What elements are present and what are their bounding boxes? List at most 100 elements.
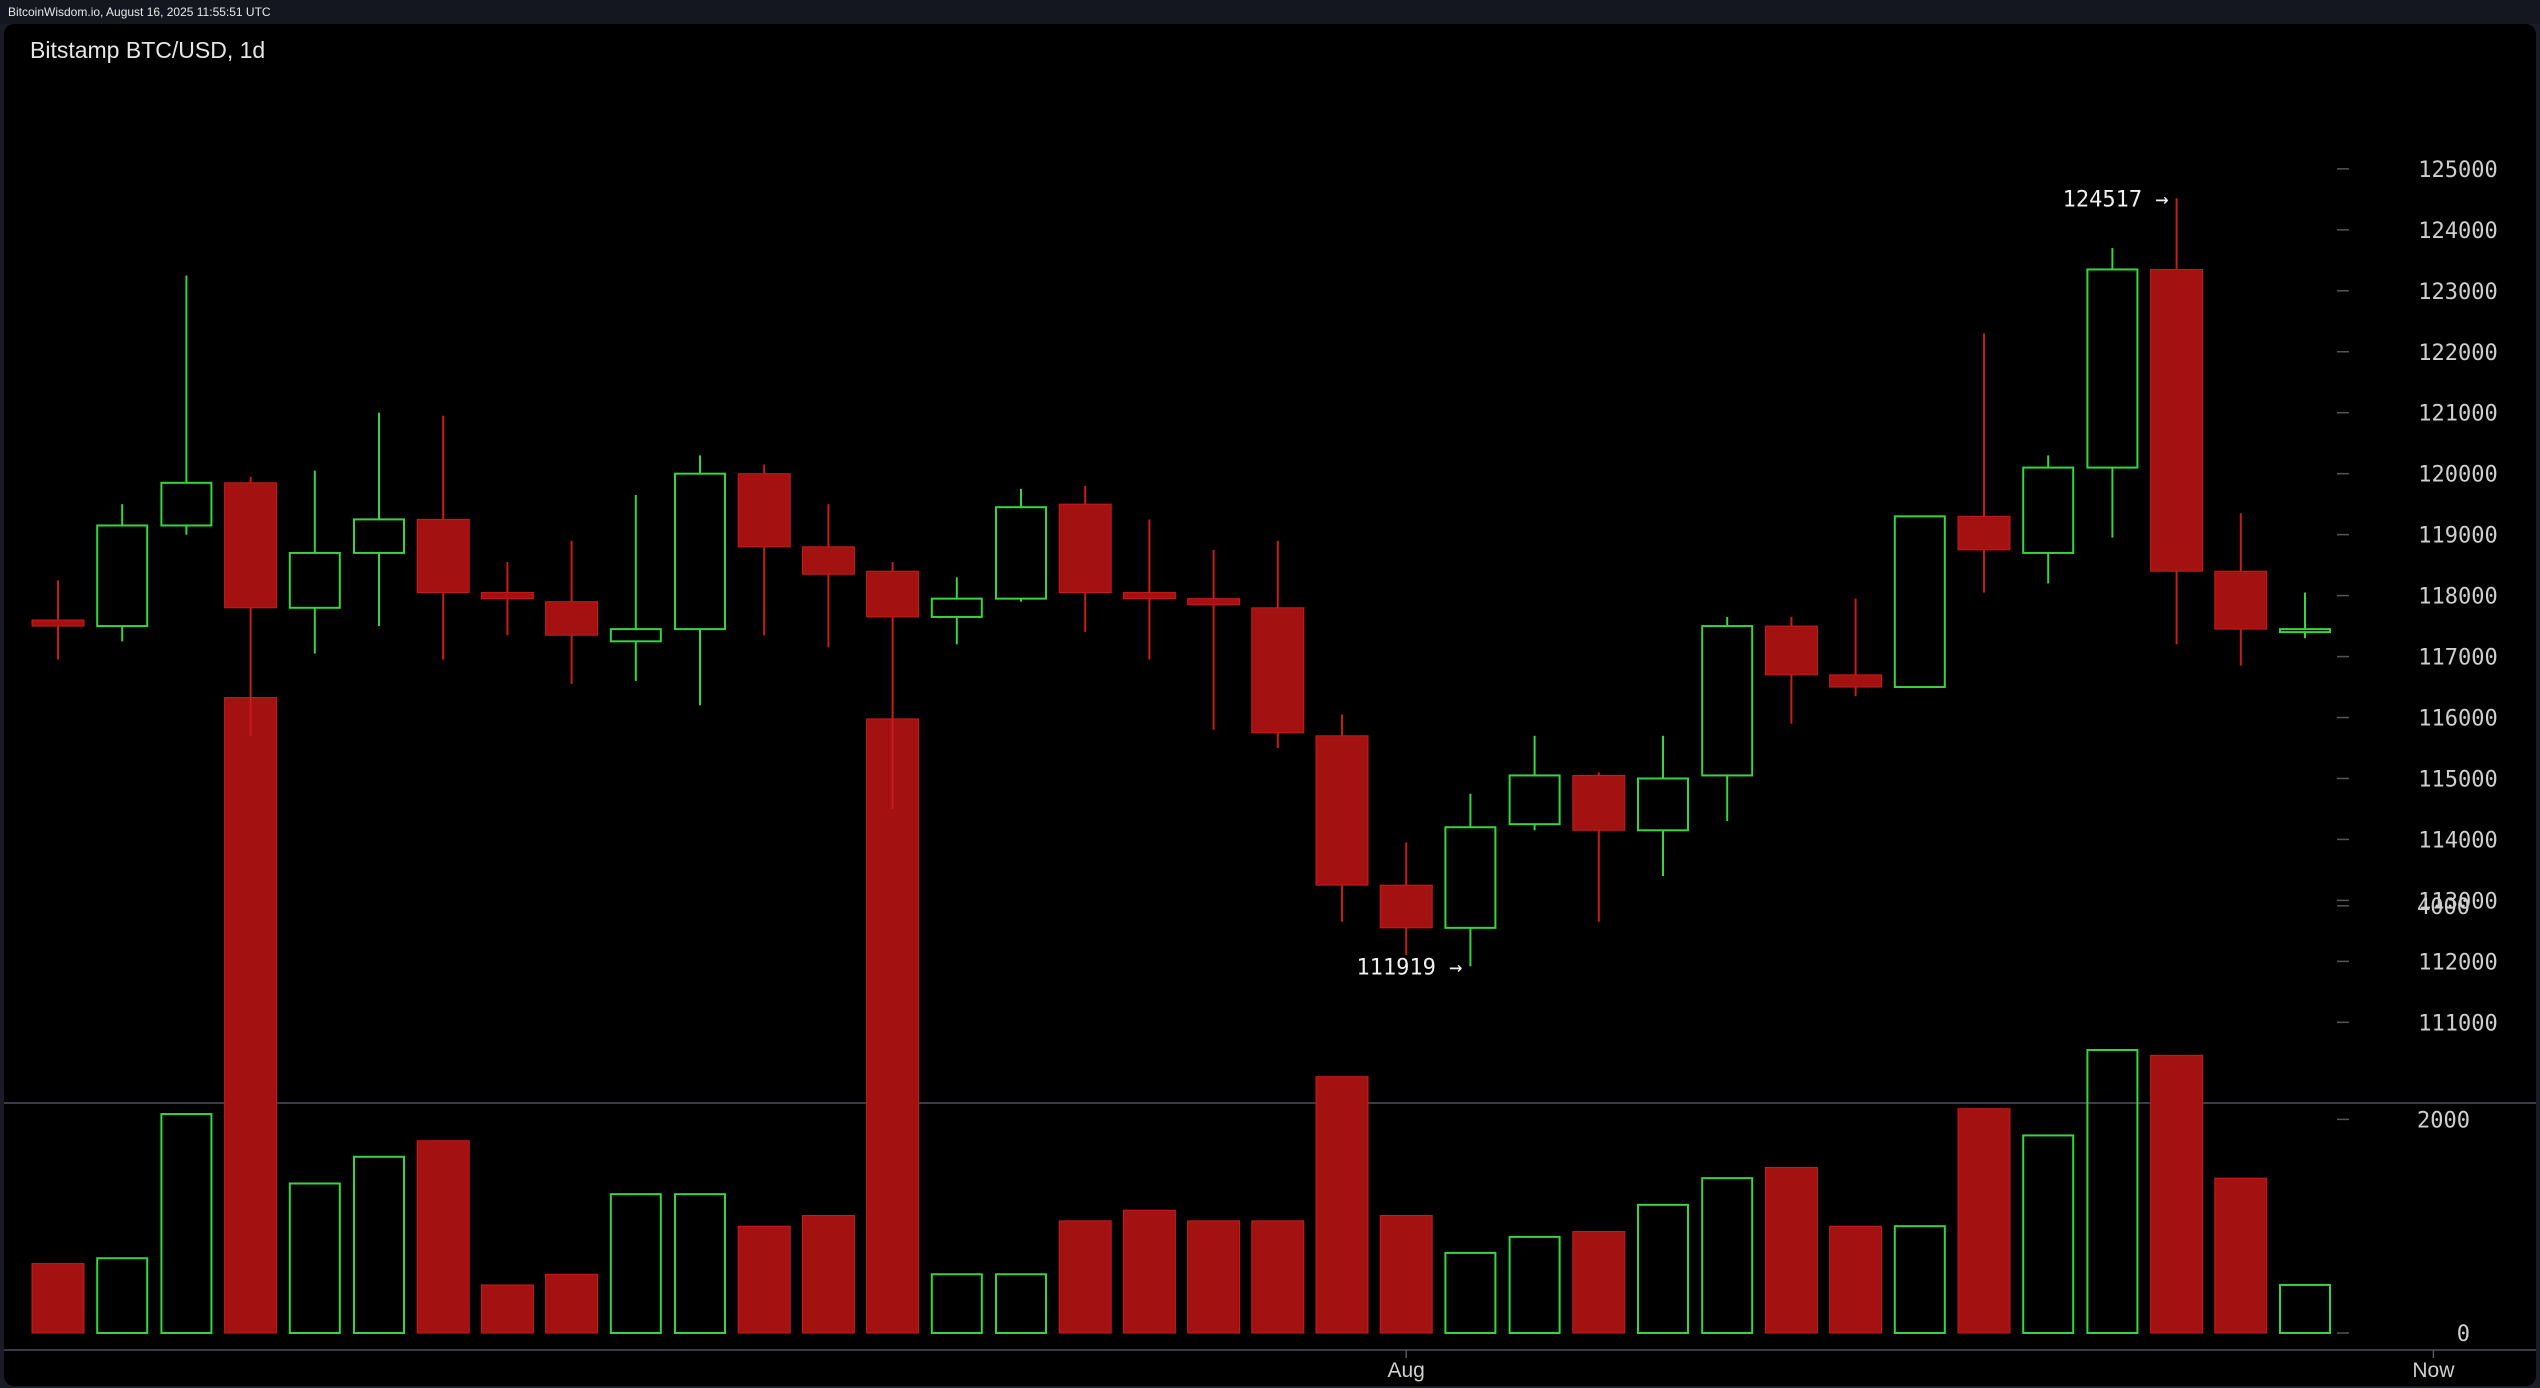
volume-axis: 0 2000 4000 [2337, 895, 2470, 1347]
candle-body-up [1444, 826, 1497, 929]
volume-bar-down [1957, 1108, 2011, 1334]
chart-title: Bitstamp BTC/USD, 1d [30, 37, 266, 63]
volume-tick-label: 4000 [2417, 895, 2470, 920]
volume-bar-up [96, 1257, 149, 1334]
candle-body-down [737, 473, 791, 548]
candle-body-up [288, 551, 341, 609]
time-label: Aug [1388, 1359, 1425, 1382]
candle-body-down [1957, 515, 2011, 551]
volume-bar-up [160, 1113, 213, 1335]
price-tick-label: 118000 [2418, 585, 2497, 610]
volume-bar-up [1444, 1251, 1497, 1335]
volume-bar-up [2279, 1283, 2331, 1334]
candle-body-down [1122, 592, 1176, 600]
volume-bar-down [1187, 1220, 1241, 1334]
volume-bar-down [1379, 1215, 1433, 1334]
candle-body-down [1315, 735, 1369, 886]
price-tick-label: 120000 [2418, 463, 2497, 488]
volume-bar-up [2086, 1048, 2139, 1334]
candle-body-up [2086, 268, 2139, 469]
price-tick-label: 117000 [2418, 646, 2497, 671]
price-tick-label: 122000 [2418, 341, 2497, 366]
price-tick-label: 121000 [2418, 402, 2497, 427]
price-annotation: 124517 → [2063, 187, 2169, 212]
volume-bar-up [1508, 1235, 1561, 1335]
price-tick-label: 125000 [2418, 158, 2497, 183]
price-tick-label: 111000 [2418, 1011, 2497, 1036]
candle-body-up [995, 506, 1047, 600]
volume-bar-up [288, 1182, 341, 1334]
candle-body-up [2279, 628, 2331, 634]
price-tick-label: 113000 [2418, 889, 2497, 914]
time-label: Now [2412, 1359, 2455, 1382]
annotations: 124517 → 111919 → [1356, 187, 2168, 980]
volume-bar-up [353, 1155, 405, 1335]
candlestick-chart[interactable]: 111000 112000 113000 114000 115000 116000 1170… [4, 24, 2536, 1386]
candle-body-up [609, 628, 662, 643]
volume-bar-up [609, 1193, 662, 1335]
volume-bar-down [224, 697, 278, 1334]
price-tick-label: 115000 [2418, 767, 2497, 792]
candle-body-up [353, 518, 405, 554]
volume-bar-down [2150, 1054, 2204, 1334]
site-timestamp: BitcoinWisdom.io, August 16, 2025 11:55:… [8, 5, 271, 19]
candle-body-down [31, 619, 85, 627]
candle-body-up [96, 524, 149, 628]
candle-body-up [1637, 777, 1689, 832]
volume-bar-up [2022, 1134, 2075, 1335]
volume-bar-up [995, 1273, 1047, 1335]
candles [31, 198, 2331, 967]
candle-body-down [866, 570, 920, 618]
volume-tick-label: 2000 [2417, 1108, 2470, 1133]
candle-body-down [1572, 774, 1626, 831]
price-annotation: 111919 → [1356, 955, 1462, 980]
price-tick-label: 114000 [2418, 828, 2497, 853]
candle-body-down [480, 592, 534, 600]
price-tick-label: 116000 [2418, 707, 2497, 732]
candle-body-down [1764, 625, 1818, 676]
candle-body-down [224, 482, 278, 609]
volume-bar-down [801, 1215, 855, 1334]
volume-bar-down [737, 1225, 791, 1334]
candle-body-up [160, 481, 213, 527]
volume-bar-down [1572, 1231, 1626, 1334]
chart-panel[interactable]: 111000 112000 113000 114000 115000 116000 1170… [4, 24, 2536, 1386]
volume-bar-down [31, 1263, 85, 1334]
candle-body-down [1251, 607, 1305, 734]
candle-body-up [2022, 466, 2075, 554]
volume-bar-down [545, 1273, 599, 1334]
candle-body-up [1508, 774, 1561, 826]
volume-tick-label: 0 [2457, 1322, 2470, 1347]
price-tick-label: 124000 [2418, 219, 2497, 244]
volume-bar-up [930, 1273, 983, 1335]
candle-body-down [801, 546, 855, 575]
volume-bar-down [2214, 1177, 2268, 1334]
volume-bar-up [674, 1193, 726, 1335]
price-axis: 111000 112000 113000 114000 115000 116000 1170… [2337, 158, 2498, 1036]
time-axis: Aug Now [1388, 1350, 2455, 1382]
volume-bar-down [480, 1284, 534, 1334]
volume-bar-down [416, 1140, 470, 1334]
candle-body-down [2214, 570, 2268, 630]
candle-body-down [1058, 503, 1112, 594]
volume-bar-down [1122, 1209, 1176, 1334]
top-status-bar: BitcoinWisdom.io, August 16, 2025 11:55:… [0, 0, 2540, 24]
volume-bar-down [1829, 1225, 1883, 1334]
candle-body-up [930, 597, 983, 618]
volume-bar-down [1251, 1220, 1305, 1334]
candle-body-down [1829, 674, 1883, 688]
price-tick-label: 123000 [2418, 280, 2497, 305]
candle-body-down [416, 518, 470, 594]
volume-bar-up [1637, 1203, 1689, 1334]
price-tick-label: 112000 [2418, 950, 2497, 975]
volume-bars [31, 697, 2331, 1335]
candle-body-down [1187, 598, 1241, 606]
volume-bar-down [1764, 1166, 1818, 1334]
candle-body-down [545, 601, 599, 636]
volume-bar-up [1701, 1177, 1754, 1335]
volume-bar-down [866, 718, 920, 1334]
volume-bar-up [1893, 1225, 1946, 1334]
volume-bar-down [1315, 1076, 1369, 1334]
volume-bar-down [1058, 1220, 1112, 1334]
candle-body-up [1893, 515, 1946, 689]
